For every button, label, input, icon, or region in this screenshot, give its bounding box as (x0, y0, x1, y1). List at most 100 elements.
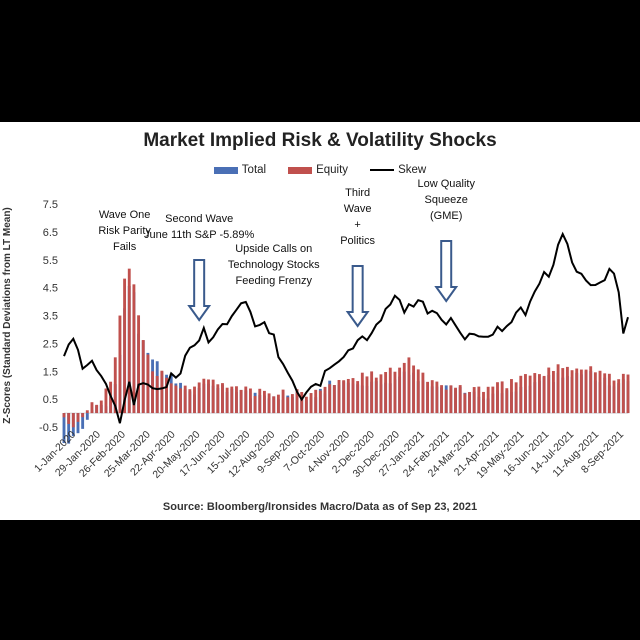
bar-equity (230, 386, 234, 414)
y-axis-label: Z-Scores (Standard Deviations from LT Me… (2, 207, 13, 424)
bar-equity (272, 396, 276, 414)
bar-equity (458, 385, 462, 414)
bar-equity (239, 389, 243, 414)
bar-equity (225, 387, 229, 414)
annotation-text: Squeeze (424, 194, 467, 206)
bar-equity (468, 391, 471, 414)
bar-equity (81, 413, 85, 418)
chart-title: Market Implied Risk & Volatility Shocks (143, 130, 497, 151)
bar-equity (379, 374, 383, 414)
bar-equity (332, 385, 336, 414)
bar-equity (603, 373, 607, 414)
annotation-text: Risk Parity (98, 225, 151, 237)
bar-equity (76, 413, 80, 422)
bar-equity (500, 381, 504, 414)
legend-item-skew: Skew (370, 164, 426, 176)
bar-equity (626, 374, 630, 414)
bar-equity (365, 376, 369, 414)
bar-equity (202, 378, 206, 414)
bar-equity (342, 380, 346, 414)
annotation-text: (GME) (430, 210, 462, 222)
bar-total (67, 413, 71, 444)
annotation-arrow (434, 240, 459, 303)
bar-equity (416, 369, 420, 414)
bar-equity (579, 369, 583, 414)
bar-equity (584, 369, 588, 414)
legend-swatch-skew (370, 169, 395, 171)
annotation-arrow (187, 259, 212, 322)
bar-equity (589, 366, 593, 414)
bar-equity (113, 357, 117, 414)
bar-equity (454, 387, 457, 414)
bar-equity (169, 383, 173, 414)
bar-equity (412, 365, 416, 414)
bar-equity (62, 413, 66, 418)
bar-equity (183, 385, 187, 414)
bar-equity (435, 381, 439, 414)
bar-equity (556, 364, 560, 414)
bar-equity (99, 400, 103, 414)
bar-equity (477, 386, 481, 414)
bar-equity (388, 367, 392, 414)
chart-legend: Total Equity Skew (0, 164, 640, 176)
bar-equity (211, 379, 215, 414)
bar-equity (505, 388, 509, 414)
bar-equity (155, 375, 159, 414)
bar-equity (216, 384, 220, 414)
annotation-text: June 11th S&P -5.89% (144, 229, 254, 241)
bar-equity (482, 391, 485, 414)
bar-equity (607, 373, 611, 414)
bar-equity (356, 381, 360, 414)
legend-swatch-total (213, 166, 238, 174)
bar-equity (95, 404, 99, 414)
bar-equity (561, 368, 565, 414)
bar-equity (193, 386, 196, 414)
y-tick-label: 7.5 (43, 199, 58, 211)
bar-equity (524, 374, 527, 414)
legend-item-equity: Equity (288, 164, 348, 176)
bar-equity (426, 381, 430, 414)
bar-equity (179, 388, 182, 414)
bar-equity (137, 315, 141, 414)
y-tick-label: 6.5 (43, 227, 58, 239)
bar-equity (402, 362, 406, 414)
bar-equity (309, 393, 313, 414)
bar-equity (346, 378, 350, 414)
annotation-text: Technology Stocks (228, 259, 320, 271)
bar-equity (85, 410, 89, 414)
bar-equity (565, 366, 569, 414)
bar-equity (570, 370, 574, 414)
bar-equity (328, 384, 332, 414)
y-tick-label: -0.5 (39, 422, 58, 434)
bar-equity (262, 390, 266, 414)
bar-equity (160, 370, 164, 414)
bar-equity (281, 389, 285, 414)
bar-equity (374, 377, 378, 414)
bar-equity (421, 372, 425, 414)
bar-equity (188, 389, 192, 414)
bar-equity (486, 386, 490, 414)
y-tick-label: 1.5 (43, 366, 58, 378)
annotation-text: Wave One (99, 209, 151, 221)
bar-equity (197, 382, 201, 414)
bar-equity (519, 375, 523, 414)
bar-equity (71, 413, 75, 428)
legend-label-total: Total (241, 164, 267, 176)
bar-equity (141, 340, 145, 414)
annotation-text: Fails (113, 241, 137, 253)
bar-total (85, 413, 89, 420)
bar-equity (528, 375, 532, 414)
y-tick-label: 2.5 (43, 338, 58, 350)
bar-equity (444, 389, 448, 414)
annotation-text: Feeding Frenzy (236, 275, 313, 287)
legend-label-skew: Skew (398, 164, 427, 176)
legend-label-equity: Equity (316, 164, 349, 176)
bar-equity (621, 373, 625, 414)
bar-equity (370, 371, 374, 414)
bar-equity (267, 393, 271, 414)
y-tick-label: 5.5 (43, 255, 58, 267)
bar-equity (514, 382, 518, 414)
bar-equity (393, 371, 397, 414)
bar-equity (249, 388, 252, 414)
annotation-text: Second Wave (165, 213, 233, 225)
